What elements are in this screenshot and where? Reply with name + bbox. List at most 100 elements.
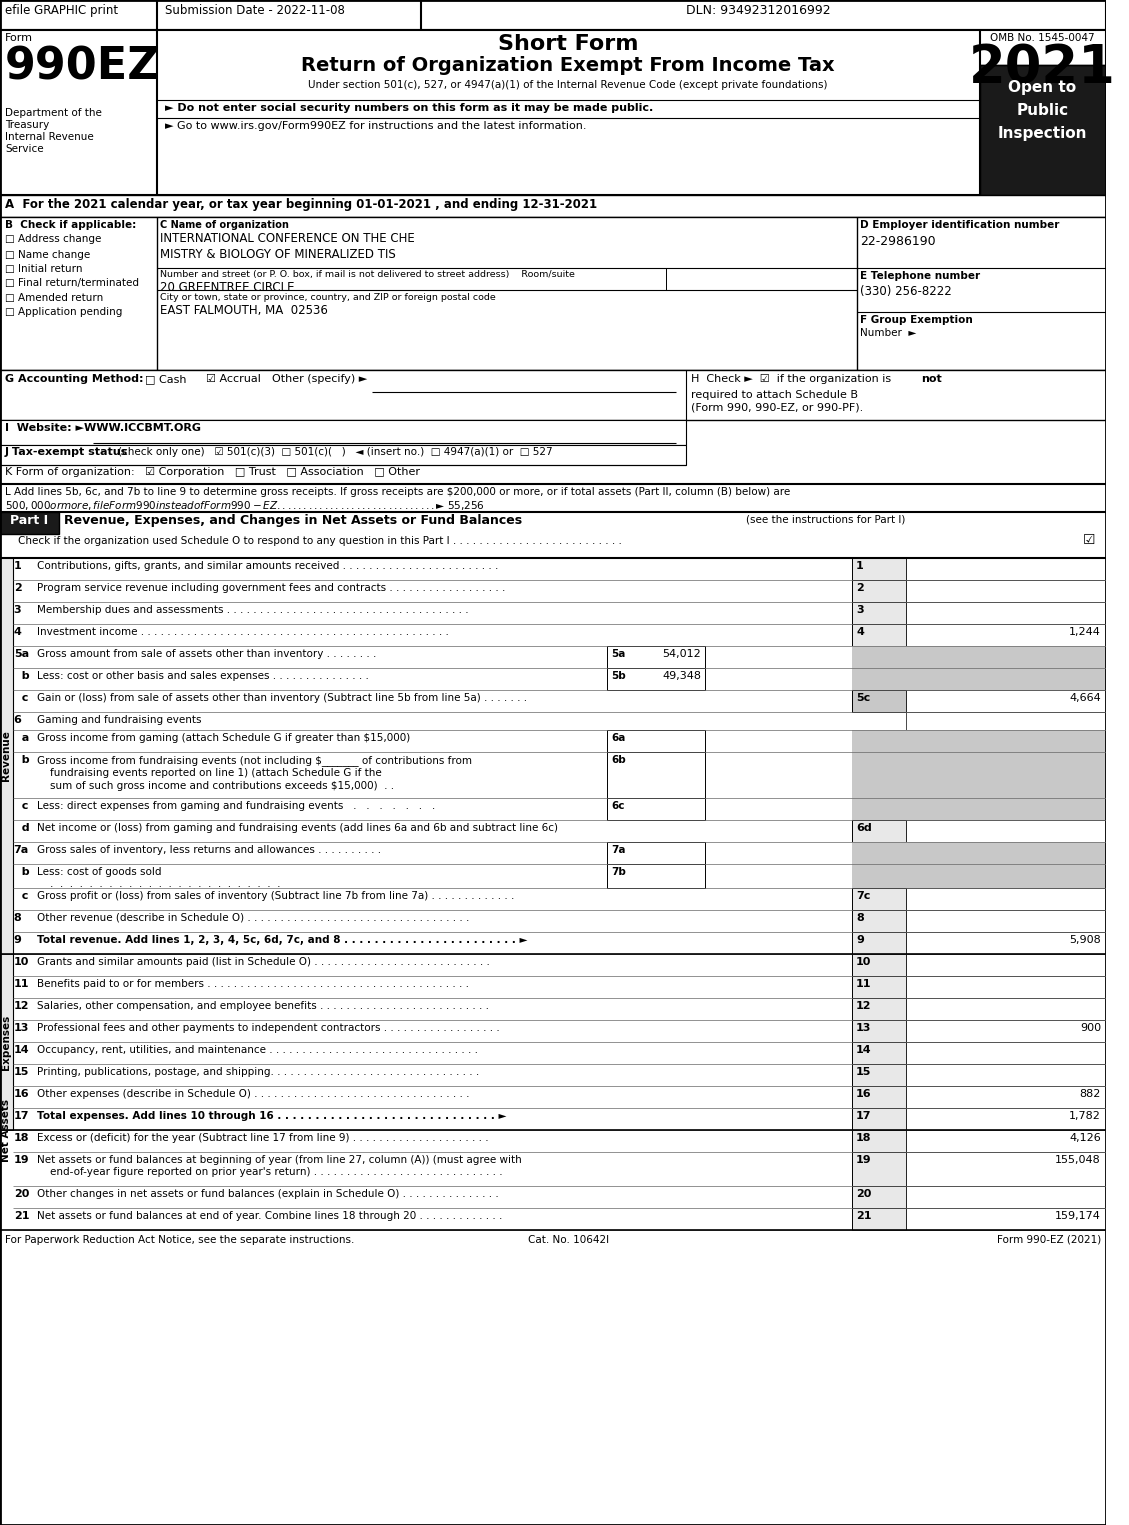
- Bar: [852, 668, 1106, 689]
- Bar: [0, 558, 12, 955]
- Text: 20: 20: [856, 1190, 872, 1199]
- Text: 19: 19: [856, 1154, 872, 1165]
- Text: Less: cost of goods sold
    .  .  .  .  .  .  .  .  .  .  .  .  .  .  .  .  .  : Less: cost of goods sold . . . . . . . .…: [37, 868, 281, 889]
- Bar: [0, 512, 59, 534]
- Text: 7a: 7a: [14, 845, 29, 856]
- Text: D Employer identification number: D Employer identification number: [860, 220, 1059, 230]
- Text: □ Application pending: □ Application pending: [5, 307, 122, 317]
- Bar: [852, 730, 1106, 752]
- Bar: [907, 932, 1106, 955]
- Text: C Name of organization: C Name of organization: [159, 220, 289, 230]
- Text: Other expenses (describe in Schedule O) . . . . . . . . . . . . . . . . . . . . : Other expenses (describe in Schedule O) …: [37, 1089, 470, 1100]
- Bar: [852, 1151, 907, 1186]
- Text: Contributions, gifts, grants, and similar amounts received . . . . . . . . . . .: Contributions, gifts, grants, and simila…: [37, 561, 499, 570]
- Bar: [0, 195, 1106, 217]
- Text: Grants and similar amounts paid (list in Schedule O) . . . . . . . . . . . . . .: Grants and similar amounts paid (list in…: [37, 958, 490, 967]
- Text: 8: 8: [856, 913, 864, 923]
- Text: 7b: 7b: [611, 868, 627, 877]
- Text: Other revenue (describe in Schedule O) . . . . . . . . . . . . . . . . . . . . .: Other revenue (describe in Schedule O) .…: [37, 913, 470, 923]
- Bar: [852, 976, 907, 997]
- Text: OMB No. 1545-0047: OMB No. 1545-0047: [990, 34, 1095, 43]
- Bar: [852, 1109, 907, 1130]
- Text: Salaries, other compensation, and employee benefits . . . . . . . . . . . . . . : Salaries, other compensation, and employ…: [37, 1000, 489, 1011]
- Text: Public: Public: [1016, 104, 1068, 117]
- Text: 4,664: 4,664: [1069, 692, 1101, 703]
- Text: Other (specify) ►: Other (specify) ►: [272, 374, 368, 384]
- Text: 49,348: 49,348: [663, 671, 701, 682]
- Bar: [907, 1109, 1106, 1130]
- Text: I  Website: ►WWW.ICCBMT.ORG: I Website: ►WWW.ICCBMT.ORG: [5, 422, 201, 433]
- Text: Short Form: Short Form: [498, 34, 638, 53]
- Text: 9: 9: [14, 935, 21, 945]
- Text: 4: 4: [856, 627, 864, 637]
- Text: Excess or (deficit) for the year (Subtract line 17 from line 9) . . . . . . . . : Excess or (deficit) for the year (Subtra…: [37, 1133, 489, 1144]
- Bar: [907, 955, 1106, 976]
- Text: 3: 3: [14, 605, 21, 615]
- Text: Gross income from gaming (attach Schedule G if greater than $15,000): Gross income from gaming (attach Schedul…: [37, 734, 411, 743]
- Text: 2021: 2021: [969, 43, 1115, 95]
- Bar: [907, 1151, 1106, 1186]
- Text: For Paperwork Reduction Act Notice, see the separate instructions.: For Paperwork Reduction Act Notice, see …: [5, 1235, 355, 1244]
- Bar: [0, 217, 1106, 371]
- Text: EAST FALMOUTH, MA  02536: EAST FALMOUTH, MA 02536: [159, 303, 327, 317]
- Bar: [852, 820, 907, 842]
- Text: H  Check ►  ☑  if the organization is: H Check ► ☑ if the organization is: [691, 374, 894, 384]
- Text: c: c: [14, 891, 28, 901]
- Bar: [907, 558, 1106, 580]
- Text: b: b: [14, 868, 29, 877]
- Text: Less: direct expenses from gaming and fundraising events   .   .   .   .   .   .: Less: direct expenses from gaming and fu…: [37, 801, 436, 811]
- Text: 12: 12: [856, 1000, 872, 1011]
- Bar: [852, 1186, 907, 1208]
- Bar: [852, 798, 1106, 820]
- Text: 21: 21: [856, 1211, 872, 1222]
- Text: City or town, state or province, country, and ZIP or foreign postal code: City or town, state or province, country…: [159, 293, 496, 302]
- Text: 17: 17: [856, 1112, 872, 1121]
- Text: Membership dues and assessments . . . . . . . . . . . . . . . . . . . . . . . . : Membership dues and assessments . . . . …: [37, 605, 469, 615]
- Text: 6b: 6b: [611, 755, 625, 766]
- Text: Under section 501(c), 527, or 4947(a)(1) of the Internal Revenue Code (except pr: Under section 501(c), 527, or 4947(a)(1)…: [308, 79, 828, 90]
- Text: Internal Revenue: Internal Revenue: [5, 133, 94, 142]
- Text: (see the instructions for Part I): (see the instructions for Part I): [746, 514, 905, 525]
- Text: 10: 10: [14, 958, 29, 967]
- Text: G Accounting Method:: G Accounting Method:: [5, 374, 143, 384]
- Text: 15: 15: [856, 1068, 872, 1077]
- Bar: [852, 842, 1106, 865]
- Text: MISTRY & BIOLOGY OF MINERALIZED TIS: MISTRY & BIOLOGY OF MINERALIZED TIS: [159, 249, 395, 261]
- Bar: [607, 668, 706, 689]
- Bar: [980, 66, 1106, 195]
- Bar: [852, 1064, 907, 1086]
- Text: □ Initial return: □ Initial return: [5, 264, 82, 274]
- Text: □ Address change: □ Address change: [5, 233, 102, 244]
- Text: Occupancy, rent, utilities, and maintenance . . . . . . . . . . . . . . . . . . : Occupancy, rent, utilities, and maintena…: [37, 1045, 479, 1055]
- Text: Department of the: Department of the: [5, 108, 102, 117]
- Text: 11: 11: [856, 979, 872, 990]
- Text: 1: 1: [856, 561, 864, 570]
- Text: 159,174: 159,174: [1056, 1211, 1101, 1222]
- Text: 54,012: 54,012: [663, 650, 701, 659]
- Text: Submission Date - 2022-11-08: Submission Date - 2022-11-08: [165, 5, 344, 17]
- Text: A  For the 2021 calendar year, or tax year beginning 01-01-2021 , and ending 12-: A For the 2021 calendar year, or tax yea…: [5, 198, 597, 210]
- Bar: [907, 580, 1106, 602]
- Text: Program service revenue including government fees and contracts . . . . . . . . : Program service revenue including govern…: [37, 583, 506, 593]
- Bar: [852, 1130, 907, 1151]
- Text: Cat. No. 10642I: Cat. No. 10642I: [527, 1235, 609, 1244]
- Text: (330) 256-8222: (330) 256-8222: [860, 285, 952, 297]
- Text: Printing, publications, postage, and shipping. . . . . . . . . . . . . . . . . .: Printing, publications, postage, and shi…: [37, 1068, 480, 1077]
- Bar: [907, 1186, 1106, 1208]
- Text: d: d: [14, 824, 29, 833]
- Text: Check if the organization used Schedule O to respond to any question in this Par: Check if the organization used Schedule …: [18, 535, 621, 546]
- Bar: [852, 1020, 907, 1042]
- Text: efile GRAPHIC print: efile GRAPHIC print: [5, 5, 119, 17]
- Text: b: b: [14, 671, 29, 682]
- Text: Open to: Open to: [1008, 79, 1076, 95]
- Text: 7c: 7c: [856, 891, 870, 901]
- Text: c: c: [14, 801, 28, 811]
- Text: 13: 13: [14, 1023, 29, 1032]
- Bar: [907, 602, 1106, 624]
- Bar: [907, 888, 1106, 910]
- Text: Net Assets: Net Assets: [1, 1098, 11, 1162]
- Text: b: b: [14, 755, 29, 766]
- Text: 13: 13: [856, 1023, 872, 1032]
- Text: 9: 9: [856, 935, 864, 945]
- Text: Service: Service: [5, 143, 44, 154]
